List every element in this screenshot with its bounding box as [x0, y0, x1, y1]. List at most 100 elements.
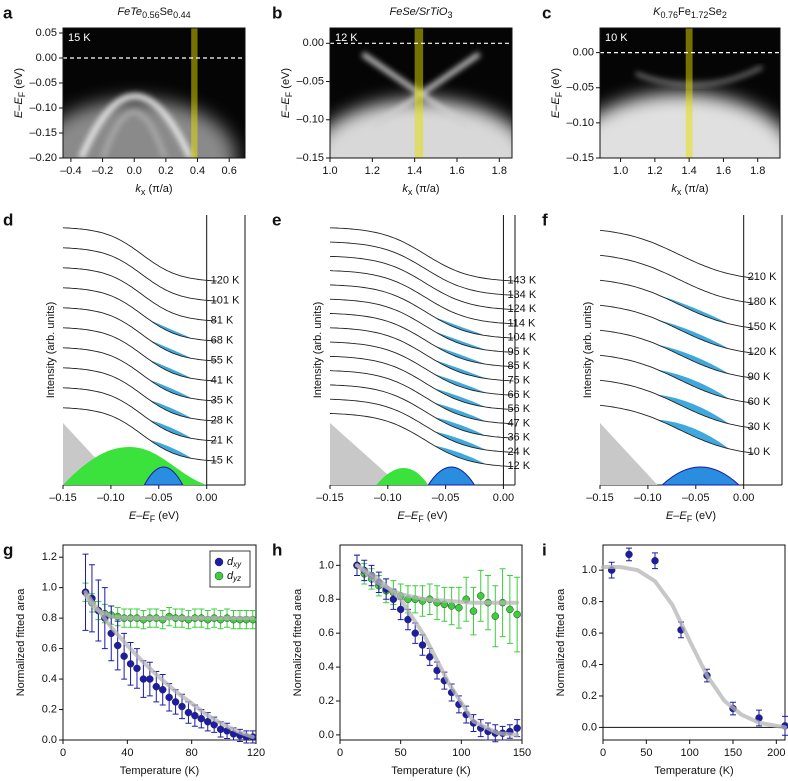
subscript: F: [17, 91, 27, 97]
dxy-component: [427, 466, 476, 486]
background-component: [600, 423, 658, 485]
x-tick-label: 150: [724, 747, 742, 759]
x-tick-label: 100: [680, 747, 698, 759]
panel-letter: d: [3, 210, 13, 229]
x-tick-label: 0.0: [127, 165, 142, 177]
text-part: E–E: [666, 510, 687, 522]
subscript: F: [150, 514, 156, 524]
frame: [339, 544, 523, 741]
subscript: F: [284, 91, 294, 97]
data-point: [165, 693, 173, 702]
y-axis-label: Intensity (arb. units): [45, 302, 57, 399]
y-tick-label: 0.05: [36, 27, 57, 39]
y-tick-label: 0.2: [582, 690, 597, 702]
data-point: [178, 702, 186, 711]
dxy-weight: [434, 388, 487, 408]
fit-curve: [83, 590, 255, 739]
x-axis-label: E–EF (eV): [397, 510, 447, 524]
y-axis-label: Normalized fitted area: [555, 588, 567, 696]
edc-curve: [329, 298, 514, 353]
edc-curve: [62, 367, 217, 422]
data-point: [396, 605, 405, 614]
subscript: x: [408, 187, 413, 197]
data-point: [139, 675, 148, 683]
dxy-weight: [149, 439, 193, 459]
temperature-label: 36 K: [507, 432, 530, 444]
dxy-weight: [149, 419, 193, 439]
dxy-weight: [657, 419, 730, 449]
data-point: [191, 711, 199, 720]
subscript: 1.72: [691, 10, 709, 20]
subscript: 0.44: [173, 10, 191, 20]
panel-letter: g: [3, 540, 13, 559]
frame: [599, 27, 781, 159]
temperature: 15 K: [68, 32, 91, 44]
band: [635, 65, 763, 88]
edc-curve: [62, 387, 217, 442]
edc-curve: [62, 267, 217, 322]
fit-curve: [601, 565, 787, 730]
y-axis-label: E–EF (eV): [280, 68, 294, 118]
edc-curve: [329, 270, 514, 325]
y-axis-label: Normalized fitted area: [15, 588, 27, 696]
data-point: [513, 610, 521, 619]
temperature-label: 150 K: [748, 321, 777, 333]
x-axis-label: kx (π/a): [402, 183, 439, 197]
temperature-label: 81 K: [211, 314, 234, 326]
y-tick-label: –0.20: [29, 152, 57, 164]
y-tick-label: 0.8: [582, 596, 597, 608]
edc-curve: [62, 407, 217, 462]
x-tick-label: 1.2: [647, 165, 662, 177]
data-point: [197, 714, 206, 723]
dxy-weight: [149, 359, 193, 379]
text-part: E–E: [550, 97, 562, 118]
y-axis-label: E–EF (eV): [13, 68, 27, 118]
y-tick-label: –0.05: [296, 75, 324, 87]
text-part: (eV): [424, 510, 448, 522]
x-tick-label: 0: [60, 747, 66, 759]
text-part: FeTe: [117, 6, 142, 18]
text-part: (eV): [13, 68, 25, 92]
y-tick-label: 1.0: [42, 582, 57, 594]
temperature-label: 66 K: [507, 389, 530, 401]
data-point: [418, 641, 427, 649]
edc-curve: [329, 313, 514, 368]
temperature-label: 114 K: [507, 317, 536, 329]
temperature-label: 12 K: [507, 460, 530, 472]
x-tick-label: –0.15: [586, 492, 614, 504]
x-tick-label: 0.00: [493, 492, 514, 504]
edc-curve: [329, 227, 514, 282]
data-point: [184, 708, 193, 717]
dxy-weight: [434, 374, 487, 393]
y-tick-label: –0.10: [296, 114, 324, 126]
data-point: [216, 725, 225, 734]
band: [78, 93, 194, 158]
data-point: [513, 724, 521, 732]
x-axis-label: Temperature (K): [120, 765, 199, 777]
temperature: 10 K: [605, 32, 628, 44]
frame: [329, 27, 513, 159]
x-tick-label: 40: [121, 747, 133, 759]
x-tick-label: 0.00: [196, 492, 217, 504]
x-tick-label: 1.8: [750, 165, 765, 177]
y-axis-label: Intensity (arb. units): [312, 302, 324, 399]
y-tick-label: 0.00: [573, 47, 594, 59]
data-point: [506, 605, 514, 614]
subscript: 0.76: [660, 10, 678, 20]
edc-curve: [329, 355, 514, 410]
y-tick-label: 0.0: [319, 729, 334, 741]
text-part: k: [671, 183, 677, 195]
x-tick-label: –0.10: [97, 492, 125, 504]
y-tick-label: 0.6: [319, 627, 334, 639]
edc-curve: [329, 413, 514, 468]
text-part: k: [402, 183, 408, 195]
data-point: [133, 664, 141, 673]
x-tick-label: 0.6: [222, 165, 237, 177]
y-tick-label: –0.05: [29, 77, 57, 89]
subscript: yz: [232, 574, 241, 583]
temperature-label: 28 K: [211, 414, 234, 426]
temperature-label: 134 K: [507, 289, 536, 301]
x-tick-label: –0.05: [682, 492, 710, 504]
panel-letter: f: [542, 210, 548, 229]
